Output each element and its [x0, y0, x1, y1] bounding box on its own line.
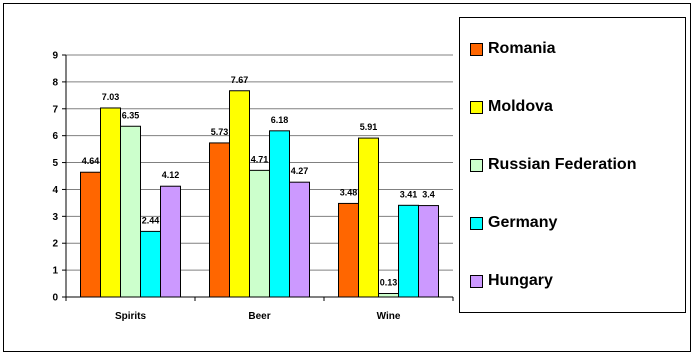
legend-label-hungary: Hungary: [488, 272, 553, 290]
y-tick-label: 7: [52, 104, 58, 115]
data-label: 6.18: [271, 115, 289, 125]
legend-swatch-germany: [470, 217, 483, 230]
data-label: 3.41: [400, 189, 418, 199]
legend-swatch-moldova: [470, 101, 483, 114]
legend-label-germany: Germany: [488, 214, 557, 232]
bar: [141, 231, 161, 297]
data-label: 4.27: [291, 166, 309, 176]
bar: [379, 294, 399, 297]
x-tick-label: Spirits: [115, 311, 147, 322]
y-tick-label: 9: [52, 51, 58, 62]
bar: [399, 205, 419, 297]
legend-item-moldova: Moldova: [470, 97, 553, 117]
data-label: 0.13: [380, 278, 398, 288]
data-label: 3.48: [340, 187, 358, 197]
legend-item-germany: Germany: [470, 213, 557, 233]
y-tick-label: 5: [52, 158, 58, 169]
bar: [81, 172, 101, 297]
legend-label-romania: Romania: [488, 40, 556, 58]
data-label: 7.67: [231, 75, 249, 85]
y-tick-label: 0: [52, 293, 58, 304]
y-tick-label: 2: [52, 239, 58, 250]
legend-item-romania: Romania: [470, 39, 556, 59]
y-tick-label: 4: [52, 185, 58, 196]
bar: [121, 126, 141, 297]
y-tick-label: 1: [52, 266, 58, 277]
bar: [230, 91, 250, 297]
y-tick-label: 8: [52, 77, 58, 88]
x-tick-label: Wine: [377, 311, 401, 322]
bar: [210, 143, 230, 297]
data-label: 7.03: [102, 92, 120, 102]
x-tick-label: Beer: [248, 311, 270, 322]
legend: Romania Moldova Russian Federation Germa…: [459, 17, 686, 313]
data-label: 5.73: [211, 127, 229, 137]
data-label: 4.64: [82, 156, 100, 166]
data-label: 2.44: [142, 215, 160, 225]
y-tick-label: 6: [52, 131, 58, 142]
legend-label-moldova: Moldova: [488, 98, 553, 116]
legend-label-russian-federation: Russian Federation: [488, 156, 636, 174]
legend-item-russian-federation: Russian Federation: [470, 155, 636, 175]
bar: [270, 131, 290, 297]
legend-swatch-romania: [470, 43, 483, 56]
bar: [419, 206, 439, 297]
data-label: 3.4: [422, 190, 435, 200]
bar: [161, 186, 181, 297]
data-label: 4.71: [251, 154, 269, 164]
bar: [250, 170, 270, 297]
data-label: 6.35: [122, 110, 140, 120]
bar: [359, 138, 379, 297]
legend-swatch-russian-federation: [470, 159, 483, 172]
legend-swatch-hungary: [470, 275, 483, 288]
data-label: 5.91: [360, 122, 378, 132]
data-label: 4.12: [162, 170, 180, 180]
legend-item-hungary: Hungary: [470, 271, 553, 291]
bar: [339, 203, 359, 297]
y-tick-label: 3: [52, 212, 58, 223]
bar: [101, 108, 121, 297]
bar: [290, 182, 310, 297]
